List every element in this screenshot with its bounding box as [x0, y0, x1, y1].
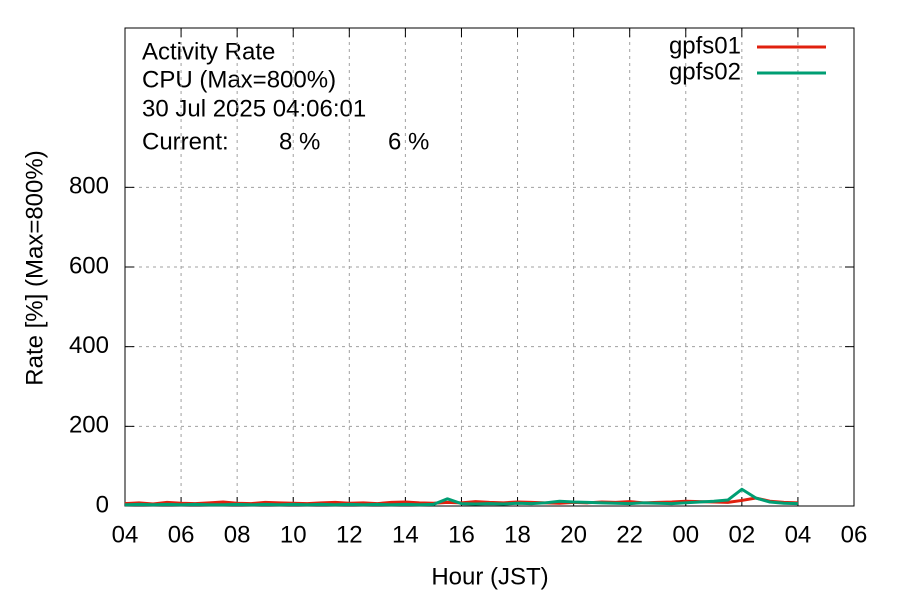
- x-axis-label: Hour (JST): [431, 563, 548, 590]
- y-tick-label: 800: [69, 173, 109, 200]
- x-tick-label: 10: [280, 521, 307, 548]
- legend-label: gpfs01: [669, 32, 741, 59]
- y-tick-label: 600: [69, 252, 109, 279]
- x-tick-label: 16: [448, 521, 475, 548]
- series-line: [124, 487, 798, 507]
- x-tick-label: 18: [504, 521, 531, 548]
- x-tick-label: 06: [168, 521, 195, 548]
- x-tick-label: 20: [560, 521, 587, 548]
- x-tick-label: 12: [336, 521, 363, 548]
- x-tick-label: 04: [112, 521, 139, 548]
- x-tick-label: 22: [616, 521, 643, 548]
- plot-border: [124, 27, 855, 507]
- x-tick-label: 04: [785, 521, 812, 548]
- current-label: Current:: [142, 128, 229, 155]
- y-tick-label: 0: [96, 491, 109, 518]
- current-value: 8 %: [279, 128, 320, 155]
- x-tick-label: 06: [841, 521, 868, 548]
- x-tick-label: 00: [672, 521, 699, 548]
- y-tick-label: 200: [69, 412, 109, 439]
- x-tick-label: 08: [224, 521, 251, 548]
- chart-title: Activity Rate: [142, 38, 275, 65]
- x-tick-label: 14: [392, 521, 419, 548]
- current-value: 6 %: [388, 128, 429, 155]
- y-tick-label: 400: [69, 332, 109, 359]
- y-axis-label: Rate [%] (Max=800%): [21, 150, 48, 385]
- legend-label: gpfs02: [669, 58, 741, 85]
- chart-subtitle: CPU (Max=800%): [142, 66, 336, 93]
- timestamp: 30 Jul 2025 04:06:01: [142, 95, 366, 122]
- x-tick-label: 02: [728, 521, 755, 548]
